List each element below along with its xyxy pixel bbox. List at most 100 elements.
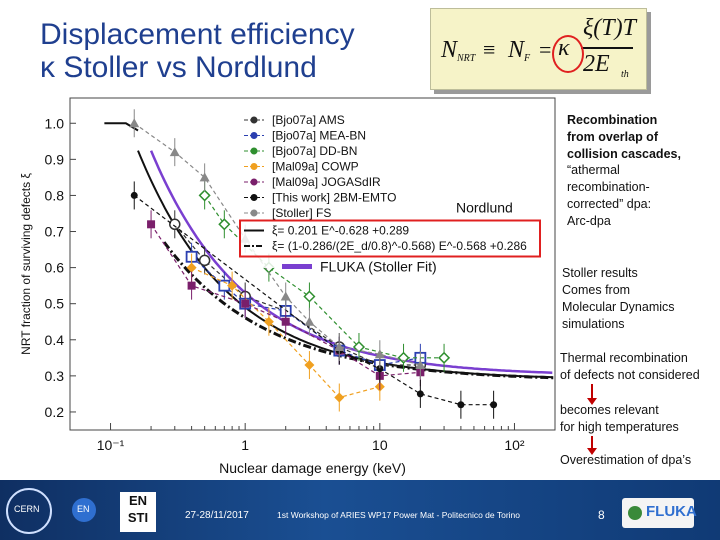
data-point xyxy=(241,299,250,308)
formula-eq: = xyxy=(539,37,552,62)
data-point xyxy=(263,316,274,327)
footer-bar: CERN EN EN STI 27-28/11/2017 1st Worksho… xyxy=(0,480,720,540)
title-line-1: Displacement efficiency xyxy=(40,18,355,51)
y-tick-label: 1.0 xyxy=(45,115,65,131)
en-sti-logo: EN STI xyxy=(120,492,156,532)
x-tick-label: 10² xyxy=(504,437,525,453)
x-tick-label: 10 xyxy=(372,437,388,453)
y-tick-label: 0.3 xyxy=(45,368,65,384)
y-tick-label: 0.5 xyxy=(45,296,65,312)
x-axis-label: Nuclear damage energy (keV) xyxy=(219,460,406,476)
legend-marker xyxy=(250,147,258,155)
legend-entry: ξ= (1-0.286/(2E_d/0.8)^-0.568) E^-0.568 … xyxy=(272,239,527,253)
data-point xyxy=(187,281,196,290)
data-point xyxy=(281,317,290,326)
y-tick-label: 0.9 xyxy=(45,151,65,167)
fluka-logo: FLUKA xyxy=(622,498,697,528)
stoller-line: Comes from xyxy=(562,283,631,297)
thermal-line: Thermal recombination xyxy=(560,351,688,365)
arrow-head-1 xyxy=(587,398,597,405)
recomb-title-line: Recombination xyxy=(567,113,658,127)
data-point xyxy=(304,360,315,371)
cern-logo: CERN xyxy=(6,488,52,534)
recomb-body-line: corrected” dpa: xyxy=(567,197,652,211)
fit-curve-dash-dot xyxy=(162,241,555,380)
formula-nf-sub: F xyxy=(524,53,531,64)
data-point xyxy=(129,118,140,128)
formula-lhs-sub: NRT xyxy=(457,53,476,64)
data-point xyxy=(169,147,180,157)
legend-entry: [Mal09a] JOGASdIR xyxy=(272,175,381,189)
data-point xyxy=(147,220,156,229)
y-tick-label: 0.7 xyxy=(45,224,65,240)
stoller-line: simulations xyxy=(562,317,625,331)
fluka-logo-text: FLUKA xyxy=(646,503,697,520)
relevant-line: becomes relevant xyxy=(560,403,659,417)
legend-entry: [Mal09a] COWP xyxy=(272,160,359,174)
formula-den-sub: th xyxy=(621,69,629,80)
formula-equiv: ≡ xyxy=(483,37,496,62)
slide-title: Displacement efficiency κ Stoller vs Nor… xyxy=(40,18,355,84)
title-line-2: κ Stoller vs Nordlund xyxy=(40,51,317,84)
fraction-bar xyxy=(581,47,633,49)
y-tick-label: 0.8 xyxy=(45,187,65,203)
relevant-line: for high temperatures xyxy=(560,420,679,434)
overestimation-note: Overestimation of dpa’s xyxy=(560,453,692,467)
data-point xyxy=(227,280,238,291)
stoller-line: Stoller results xyxy=(562,266,638,280)
data-point xyxy=(376,365,384,373)
kappa-highlight-circle xyxy=(552,35,584,73)
x-tick-label: 10⁻¹ xyxy=(97,437,125,453)
legend-marker xyxy=(250,163,258,170)
data-point xyxy=(169,218,181,231)
en-logo-text: EN xyxy=(77,504,90,514)
series-line xyxy=(191,267,380,399)
legend-entry: [Bjo07a] MEA-BN xyxy=(272,129,366,143)
legend-entry: ξ= 0.201 E^-0.628 +0.289 xyxy=(272,224,409,238)
formula-denominator: 2E xyxy=(583,51,610,77)
thermal-line: of defects not considered xyxy=(560,368,700,382)
data-point xyxy=(416,390,424,398)
data-point xyxy=(438,351,451,364)
cern-logo-text: CERN xyxy=(14,504,40,514)
formula-numerator: ξ(T)T xyxy=(583,15,636,41)
legend-marker xyxy=(250,209,258,217)
en-sti-top: EN xyxy=(128,493,148,508)
data-point xyxy=(186,262,197,273)
recomb-title-line: from overlap of xyxy=(567,130,658,144)
en-sti-bottom: STI xyxy=(127,510,149,525)
fluka-logo-icon xyxy=(628,506,642,520)
stoller-note: Stoller results Comes from Molecular Dyn… xyxy=(562,265,675,333)
arrow-head-2 xyxy=(587,448,597,455)
y-tick-label: 0.6 xyxy=(45,260,65,276)
recomb-body-line: recombination- xyxy=(567,180,650,194)
data-point xyxy=(374,349,385,359)
legend-entry: [This work] 2BM-EMTO xyxy=(272,191,396,205)
recomb-title-line: collision cascades, xyxy=(567,147,681,161)
x-tick-label: 1 xyxy=(241,437,249,453)
recombination-title: Recombination from overlap of collision … xyxy=(567,112,681,163)
data-point xyxy=(334,342,345,351)
arrows-layer xyxy=(587,384,597,455)
data-point xyxy=(198,254,211,267)
data-point xyxy=(304,316,315,326)
nordlund-highlight-box xyxy=(239,219,541,258)
legend-box xyxy=(240,108,540,268)
legend-entry: [Stoller] FS xyxy=(272,206,331,220)
data-point xyxy=(490,401,498,409)
legend-marker xyxy=(250,116,258,124)
formula-nf: N xyxy=(508,37,525,63)
nrt-formula-box: N NRT ≡ N F = κ ξ(T)T 2E th xyxy=(430,8,647,90)
fluka-legend-label: FLUKA (Stoller Fit) xyxy=(320,259,437,275)
chart: 0.2 0.3 0.4 0.5 0.6 0.7 0.8 0.9 1.0 10⁻¹ 1 10 10² Nuc… xyxy=(19,97,556,476)
en-logo: EN xyxy=(72,498,96,522)
data-point xyxy=(218,218,231,231)
recombination-body: “athermal recombination- corrected” dpa:… xyxy=(567,162,651,230)
page-number: 8 xyxy=(598,508,605,522)
footer-workshop: 1st Workshop of ARIES WP17 Power Mat - P… xyxy=(277,510,520,520)
y-axis-label: NRT fraction of surviving defects ξ xyxy=(19,173,33,355)
legend-marker xyxy=(250,132,258,139)
legend-marker xyxy=(250,194,258,201)
recomb-body-line: Arc-dpa xyxy=(567,214,611,228)
legend-entry: [Bjo07a] DD-BN xyxy=(272,144,357,158)
